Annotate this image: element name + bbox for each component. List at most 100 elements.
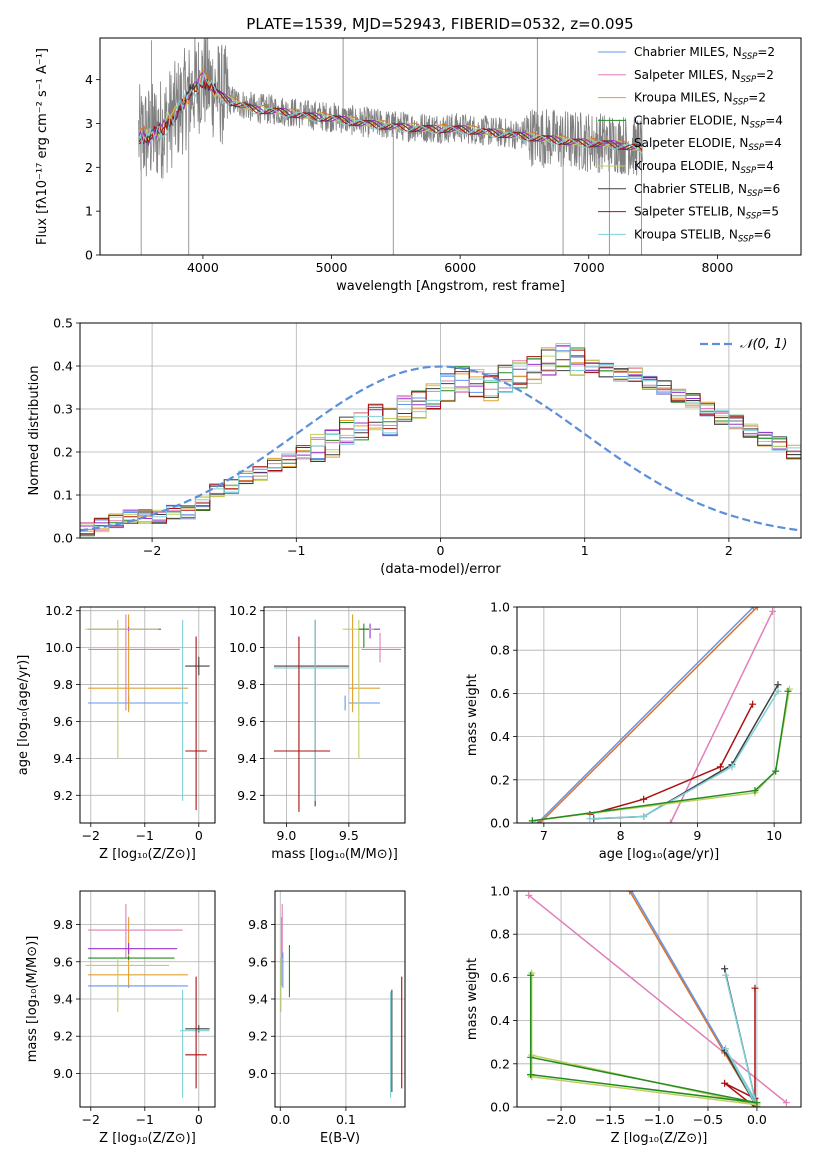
x-tick-label: 0 <box>437 543 445 558</box>
y-tick-label: 10.0 <box>229 640 257 655</box>
y-tick-label: 0.3 <box>53 402 73 417</box>
model-spectrum-line <box>138 81 643 150</box>
ticks: 7 8 9 10 0.0 0.2 0.4 0.6 0.8 1.0 <box>490 600 782 844</box>
data-point-marker <box>782 1099 790 1107</box>
y-tick-label: 0.0 <box>490 1100 510 1115</box>
y-tick-label: 0.2 <box>490 1056 510 1071</box>
residual-histogram-step <box>80 349 801 535</box>
data-point-marker <box>751 984 759 992</box>
legend-entry-label: Chabrier STELIB, NSSP=6 <box>634 182 780 199</box>
y-axis-label: mass weight <box>465 958 480 1040</box>
x-tick-label: 8000 <box>701 260 733 275</box>
data-point-marker <box>753 607 761 611</box>
y-tick-label: 9.8 <box>53 677 73 692</box>
ticks: 0.0 0.1 9.0 9.2 9.4 9.6 9.8 <box>248 917 356 1127</box>
y-tick-label: 0.0 <box>53 531 73 546</box>
y-tick-label: 9.6 <box>53 714 73 729</box>
plot-area <box>528 607 793 823</box>
x-axis-label: Z [log₁₀(Z/Z⊙)] <box>99 847 196 862</box>
x-tick-label: −2 <box>82 828 100 843</box>
x-tick-label: 0.0 <box>747 1112 767 1127</box>
mass-vs-ebv-panel: 0.0 0.1 9.0 9.2 9.4 9.6 9.8 E(B-V) <box>248 890 406 1146</box>
ticks: −2.0 −1.5 −1.0 −0.5 0.0 0.0 0.2 0.4 0.6 0.8 1.0 <box>490 884 767 1128</box>
y-tick-label: 1.0 <box>490 884 510 899</box>
residual-histogram-step <box>80 343 801 527</box>
x-axis-label: mass [log₁₀(M/M⊙)] <box>271 847 398 862</box>
data-point-marker <box>628 891 636 895</box>
x-tick-label: 5000 <box>316 260 348 275</box>
y-tick-label: 4 <box>85 72 93 87</box>
y-tick-label: 0.0 <box>490 816 510 831</box>
y-tick-label: 9.2 <box>53 788 73 803</box>
y-axis-label: Normed distribution <box>27 366 42 496</box>
y-tick-label: 0.4 <box>490 1013 510 1028</box>
y-tick-label: 9.6 <box>237 714 257 729</box>
x-tick-label: 0.1 <box>336 1112 356 1127</box>
x-tick-label: 10 <box>766 828 782 843</box>
ticks: −2 −1 0 1 2 0.0 0.1 0.2 0.3 0.4 0.5 <box>53 316 733 559</box>
data-point-marker <box>721 1079 729 1087</box>
model-spectrum-line <box>138 73 643 154</box>
legend-entry-label: Salpeter MILES, NSSP=2 <box>634 68 774 85</box>
axes-frame <box>263 606 406 824</box>
model-spectrum-line <box>138 70 643 151</box>
data-point-marker <box>640 813 648 821</box>
y-tick-label: 9.8 <box>248 917 268 932</box>
y-tick-label: 0.6 <box>490 686 510 701</box>
mass-weight-series-line <box>589 703 754 816</box>
model-spectrum-line <box>138 78 643 151</box>
y-tick-label: 0 <box>85 248 93 263</box>
data-point-marker <box>753 1099 761 1107</box>
mass-weight-series-line <box>539 607 758 823</box>
plot-area <box>525 891 790 1107</box>
data-point-marker <box>774 681 782 689</box>
legend-entry-label: 𝒩(0, 1) <box>740 337 787 352</box>
axes-frame <box>79 322 802 539</box>
x-tick-label: 9.0 <box>277 828 297 843</box>
x-axis-label: wavelength [Angstrom, rest frame] <box>336 279 565 294</box>
x-tick-label: 9 <box>693 828 701 843</box>
legend-entry-label: Kroupa MILES, NSSP=2 <box>634 91 766 108</box>
x-tick-label: 7000 <box>573 260 605 275</box>
mass-vs-z-panel: −2 −1 0 9.0 9.2 9.4 9.6 9.8 Z [log₁₀(Z/Z⊙)] mass … <box>25 890 216 1146</box>
y-tick-label: 0.8 <box>490 927 510 942</box>
legend-entry-label: Kroupa ELODIE, NSSP=4 <box>634 159 774 176</box>
mass-weight-series-line <box>530 973 758 1106</box>
residual-histogram-step <box>80 350 801 530</box>
data-point-marker <box>751 787 759 795</box>
x-tick-label: 0.0 <box>270 1112 290 1127</box>
mass-weight-series-line <box>537 607 754 823</box>
plot-area <box>85 904 210 1098</box>
y-tick-label: 10.0 <box>45 640 73 655</box>
legend: 𝒩(0, 1) <box>700 337 787 352</box>
grid-lines <box>517 890 801 1108</box>
y-axis-label: age [log₁₀(age/yr)] <box>16 655 31 776</box>
plot-area <box>80 343 801 537</box>
residuals-panel: −2 −1 0 1 2 0.0 0.1 0.2 0.3 0.4 0.5 𝒩(0, 1) (data-mo… <box>27 316 802 577</box>
mass-weight-series-line <box>669 610 774 823</box>
x-axis-label: age [log₁₀(age/yr)] <box>599 847 720 862</box>
plot-area <box>273 614 402 812</box>
plot-area <box>280 904 403 1098</box>
x-tick-label: −1 <box>136 1112 154 1127</box>
y-tick-label: 9.2 <box>237 788 257 803</box>
mass-weight-series-line <box>724 988 756 1107</box>
grid-lines <box>517 606 801 824</box>
figure-title: PLATE=1539, MJD=52943, FIBERID=0532, z=0… <box>246 15 633 33</box>
y-tick-label: 9.0 <box>248 1066 268 1081</box>
y-axis-label: Flux [fλ10⁻¹⁷ erg cm⁻² s⁻¹ A⁻¹] <box>35 48 50 245</box>
mass-weight-series-line <box>528 894 787 1104</box>
y-tick-label: 10.2 <box>229 603 257 618</box>
y-tick-label: 0.8 <box>490 643 510 658</box>
x-tick-label: −2 <box>82 1112 100 1127</box>
y-tick-label: 2 <box>85 160 93 175</box>
x-tick-label: 7 <box>540 828 548 843</box>
data-point-marker <box>640 795 648 803</box>
data-point-marker <box>536 819 544 823</box>
x-tick-label: 6000 <box>444 260 476 275</box>
y-tick-label: 0.4 <box>490 729 510 744</box>
ticks: −2 −1 0 9.2 9.4 9.6 9.8 10.0 10.2 <box>45 603 203 843</box>
x-tick-label: −1.0 <box>644 1112 674 1127</box>
x-tick-label: 0 <box>195 1112 203 1127</box>
